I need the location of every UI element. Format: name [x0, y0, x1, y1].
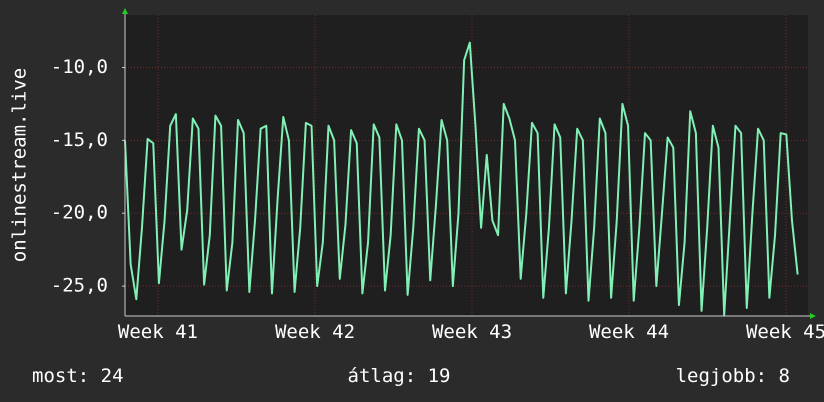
footer-best: legjobb: 8	[676, 365, 790, 387]
x-tick-label: Week 42	[275, 321, 355, 343]
x-tick-label: Week 41	[118, 321, 198, 343]
footer-current: most: 24	[32, 365, 124, 387]
x-tick-label: Week 45	[746, 321, 824, 343]
footer-average: átlag: 19	[348, 365, 451, 387]
x-tick-label: Week 43	[432, 321, 512, 343]
plot-area	[125, 15, 808, 316]
y-axis-label: onlinestream.live	[9, 68, 31, 262]
x-tick-label: Week 44	[589, 321, 669, 343]
y-tick-label: -15,0	[51, 129, 108, 151]
y-tick-label: -10,0	[51, 56, 108, 78]
lines	[124, 41, 799, 317]
y-arrow	[122, 8, 128, 14]
y-tick-label: -25,0	[51, 275, 108, 297]
x-arrow	[810, 313, 816, 319]
y-tick-label: -20,0	[51, 202, 108, 224]
series-line	[124, 41, 799, 317]
